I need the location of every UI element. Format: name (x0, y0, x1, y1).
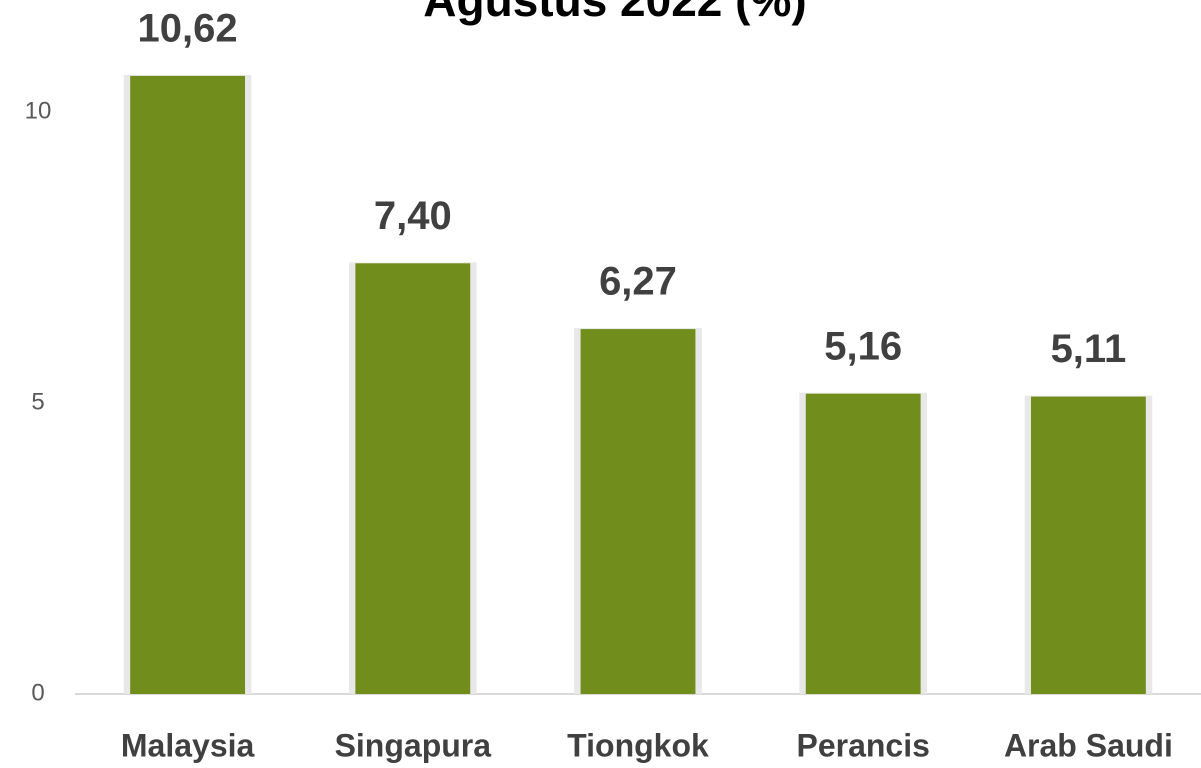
data-label: 6,27 (599, 260, 677, 304)
y-tick-label: 5 (31, 388, 44, 415)
x-tick-label: Singapura (335, 727, 492, 763)
x-tick-label: Tiongkok (567, 727, 709, 763)
y-tick-label: 10 (25, 97, 52, 124)
chart-title: Agustus 2022 (%) (423, 0, 806, 26)
y-tick-label: 0 (31, 679, 44, 706)
bar (580, 329, 696, 694)
bar (805, 393, 921, 694)
x-tick-label: Malaysia (121, 727, 255, 763)
data-label: 10,62 (138, 6, 238, 50)
bar (355, 263, 471, 694)
data-label: 5,16 (824, 324, 902, 368)
x-tick-label: Arab Saudi (1004, 727, 1173, 763)
data-label: 5,11 (1051, 327, 1127, 371)
x-tick-label: Perancis (796, 727, 929, 763)
data-label: 7,40 (374, 194, 452, 238)
bar (130, 75, 246, 694)
bar (1030, 396, 1146, 694)
